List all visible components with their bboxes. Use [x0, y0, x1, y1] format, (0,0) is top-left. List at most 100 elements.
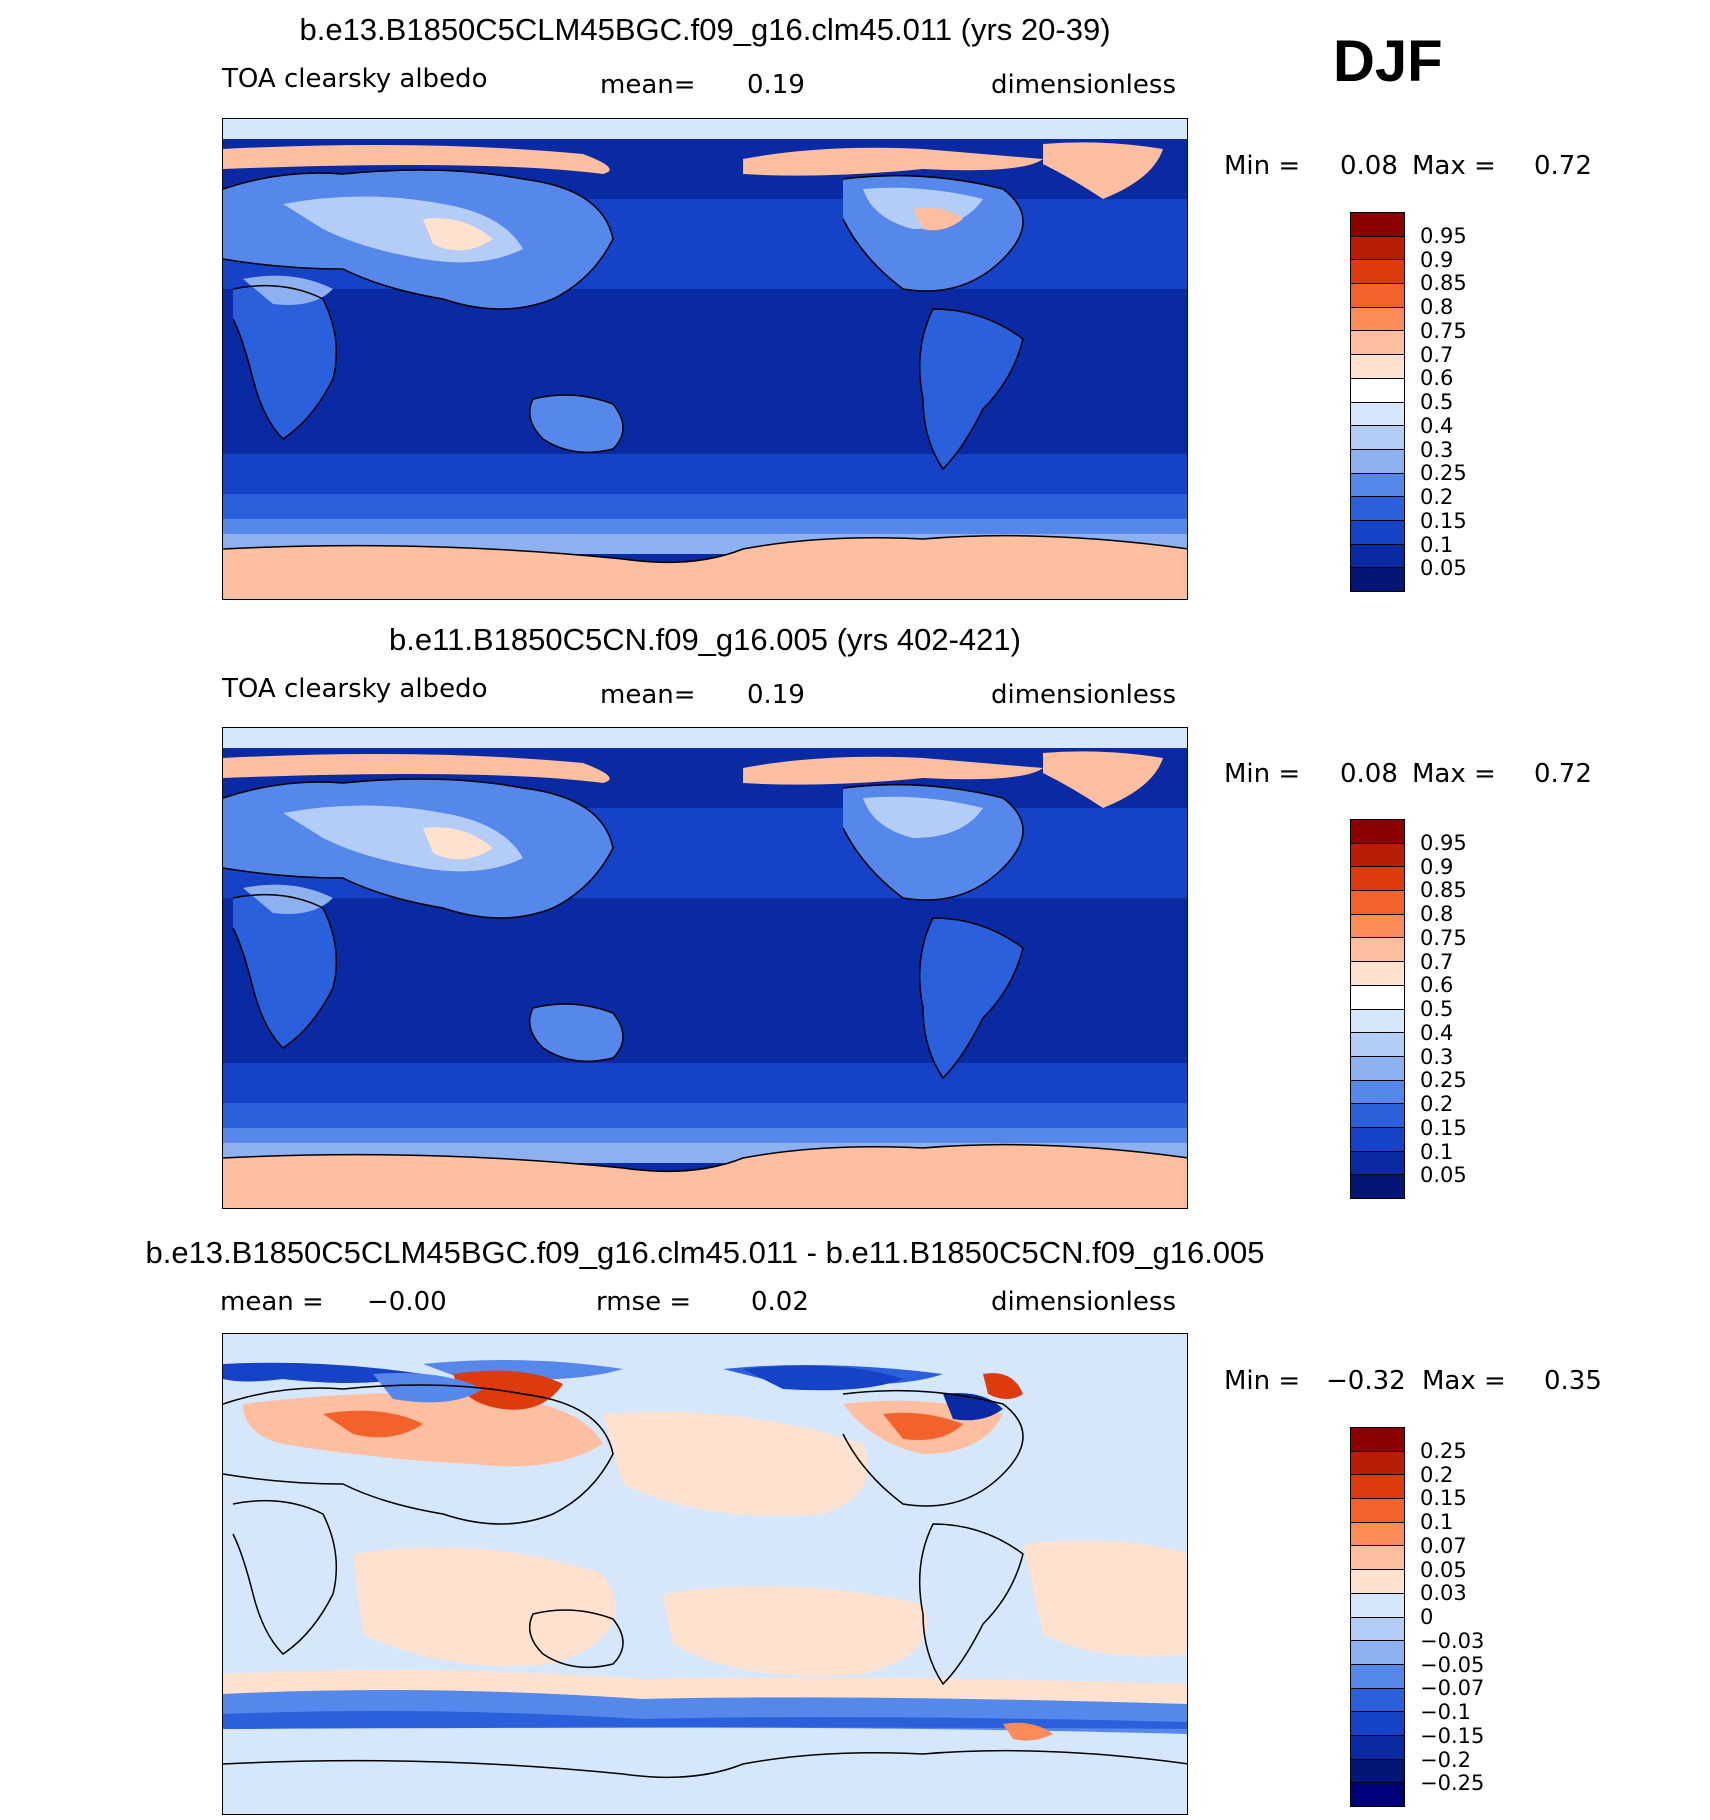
colorbar-swatch [1351, 1640, 1404, 1664]
colorbar-tick-label: 0.25 [1420, 1438, 1467, 1463]
colorbar-tick-label: 0.05 [1420, 556, 1467, 581]
panel-2-title: b.e11.B1850C5CN.f09_g16.005 (yrs 402-421… [389, 622, 1021, 657]
panel-3-min-value: −0.32 [1326, 1366, 1406, 1396]
panel-1-units: dimensionless [991, 70, 1176, 100]
panel-3-min-label: Min = [1224, 1366, 1301, 1396]
panel-2-mean-value: 0.19 [747, 680, 805, 710]
colorbar-swatch [1351, 1758, 1404, 1783]
colorbar-swatch [1351, 1782, 1404, 1806]
colorbar-swatch [1351, 937, 1404, 962]
colorbar-swatch [1351, 1734, 1404, 1759]
colorbar-tick-label: 0.05 [1420, 1163, 1467, 1188]
colorbar-tick-label: 0.4 [1420, 1020, 1454, 1045]
colorbar-swatch [1351, 984, 1404, 1009]
colorbar-swatch [1351, 1174, 1404, 1198]
colorbar-swatch [1351, 354, 1404, 378]
colorbar-tick-label: 0.9 [1420, 854, 1454, 879]
colorbar-tick-label: 0.8 [1420, 295, 1454, 319]
colorbar-swatch [1351, 1521, 1404, 1546]
colorbar-tick-label: −0.05 [1420, 1652, 1485, 1677]
colorbar-swatch [1351, 425, 1404, 449]
colorbar-tick-label: 0.3 [1420, 1044, 1454, 1069]
colorbar-swatch [1351, 519, 1404, 544]
colorbar-tick-label: 0.15 [1420, 1486, 1467, 1511]
colorbar-swatch [1351, 1474, 1404, 1499]
colorbar-tick-label: 0.85 [1420, 271, 1467, 296]
colorbar-tick-label: 0.2 [1420, 485, 1454, 509]
colorbar-swatch [1351, 235, 1404, 260]
panel-3-mean-value: −0.00 [367, 1287, 447, 1317]
colorbar-swatch [1351, 1687, 1404, 1712]
colorbar-swatch [1351, 961, 1404, 985]
colorbar-tick-label: 0.1 [1420, 1139, 1454, 1164]
colorbar-swatch [1351, 1711, 1404, 1735]
colorbar-swatch [1351, 330, 1404, 355]
colorbar-swatch [1351, 1008, 1404, 1033]
panel-3-map [222, 1333, 1188, 1815]
colorbar-tick-label: −0.1 [1420, 1700, 1471, 1724]
colorbar-tick-label: 0.05 [1420, 1557, 1467, 1582]
colorbar-tick-label: 0.2 [1420, 1462, 1454, 1487]
colorbar-tick-label: 0.5 [1420, 997, 1454, 1021]
colorbar-tick-label: 0.15 [1420, 508, 1467, 533]
colorbar-swatch [1351, 1103, 1404, 1127]
colorbar-swatch [1351, 866, 1404, 891]
colorbar-tick-label: 0.85 [1420, 878, 1467, 903]
panel-2-units: dimensionless [991, 680, 1176, 710]
colorbar-swatch [1351, 213, 1404, 236]
panel-2-mean-label: mean= [600, 680, 696, 710]
colorbar-tick-label: 0.4 [1420, 413, 1454, 438]
colorbar-swatch [1351, 1079, 1404, 1104]
panel-1-max-label: Max = [1412, 151, 1496, 181]
colorbar-tick-label: −0.15 [1420, 1723, 1485, 1748]
season-label: DJF [1333, 29, 1443, 94]
panel-1-mean-value: 0.19 [747, 70, 805, 100]
panel-3-title: b.e13.B1850C5CLM45BGC.f09_g16.clm45.011 … [145, 1235, 1265, 1270]
colorbar-swatch [1351, 496, 1404, 520]
panel-3-max-label: Max = [1422, 1366, 1506, 1396]
colorbar-swatch [1351, 820, 1404, 843]
colorbar-tick-label: 0.07 [1420, 1533, 1467, 1558]
colorbar-swatch [1351, 1545, 1404, 1570]
colorbar-tick-label: 0.95 [1420, 223, 1467, 248]
colorbar-swatch [1351, 472, 1404, 497]
colorbar-tick-label: 0.6 [1420, 973, 1454, 998]
panel-1-min-value: 0.08 [1340, 151, 1398, 181]
colorbar-swatch [1351, 543, 1404, 568]
colorbar-swatch [1351, 890, 1404, 914]
panel-2-min-value: 0.08 [1340, 759, 1398, 789]
panel-3-rmse-label: rmse = [596, 1287, 692, 1317]
colorbar-tick-label: 0.95 [1420, 830, 1467, 855]
colorbar-swatch [1351, 1032, 1404, 1056]
colorbar-swatch [1351, 1428, 1404, 1451]
panel-1-map [222, 118, 1188, 600]
panel-2-max-label: Max = [1412, 759, 1496, 789]
panel-3-units: dimensionless [991, 1287, 1176, 1317]
panel-1-max-value: 0.72 [1534, 151, 1592, 181]
colorbar-tick-label: 0.7 [1420, 949, 1454, 974]
colorbar-tick-label: 0.25 [1420, 461, 1467, 486]
panel-1-min-label: Min = [1224, 151, 1301, 181]
panel-2-colorbar [1350, 819, 1405, 1199]
colorbar-tick-label: 0.25 [1420, 1068, 1467, 1093]
colorbar-swatch [1351, 1569, 1404, 1593]
colorbar-swatch [1351, 1055, 1404, 1080]
colorbar-tick-label: 0.03 [1420, 1581, 1467, 1606]
colorbar-swatch [1351, 448, 1404, 473]
colorbar-swatch [1351, 1498, 1404, 1522]
colorbar-tick-label: 0.15 [1420, 1115, 1467, 1140]
colorbar-swatch [1351, 1450, 1404, 1475]
panel-3-max-value: 0.35 [1544, 1366, 1602, 1396]
colorbar-tick-label: 0.6 [1420, 366, 1454, 391]
colorbar-tick-label: 0.2 [1420, 1092, 1454, 1116]
panel-2-min-label: Min = [1224, 759, 1301, 789]
colorbar-swatch [1351, 1663, 1404, 1688]
colorbar-swatch [1351, 913, 1404, 938]
panel-3-mean-label: mean = [220, 1287, 324, 1317]
panel-2-max-value: 0.72 [1534, 759, 1592, 789]
panel-3-colorbar [1350, 1427, 1405, 1807]
colorbar-tick-label: −0.07 [1420, 1676, 1485, 1701]
colorbar-tick-label: −0.2 [1420, 1747, 1471, 1772]
colorbar-tick-label: 0.1 [1420, 1510, 1454, 1534]
colorbar-swatch [1351, 377, 1404, 402]
